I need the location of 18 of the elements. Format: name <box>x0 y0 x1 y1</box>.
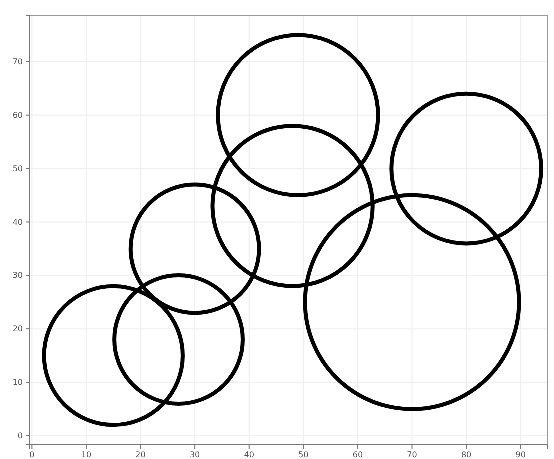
y-tick-label: 20 <box>12 324 23 334</box>
y-tick-label: 0 <box>18 431 23 440</box>
y-tick-label: 10 <box>12 378 23 388</box>
x-tick-label: 90 <box>516 450 526 459</box>
x-tick-label: 60 <box>352 450 364 459</box>
x-tick-label: 50 <box>298 450 309 459</box>
y-tick-label: 50 <box>12 164 23 174</box>
x-tick-label: 70 <box>407 450 418 459</box>
x-tick-label: 30 <box>190 450 200 459</box>
y-tick-label: 40 <box>12 218 23 227</box>
x-tick-label: 0 <box>30 450 35 459</box>
x-tick-label: 80 <box>461 450 472 459</box>
x-tick-label: 20 <box>136 450 146 459</box>
y-tick-label: 70 <box>12 58 23 67</box>
y-tick-label: 30 <box>12 271 23 280</box>
x-tick-label: 10 <box>81 450 92 459</box>
y-tick-label: 60 <box>12 110 23 120</box>
x-tick-label: 40 <box>244 450 254 459</box>
